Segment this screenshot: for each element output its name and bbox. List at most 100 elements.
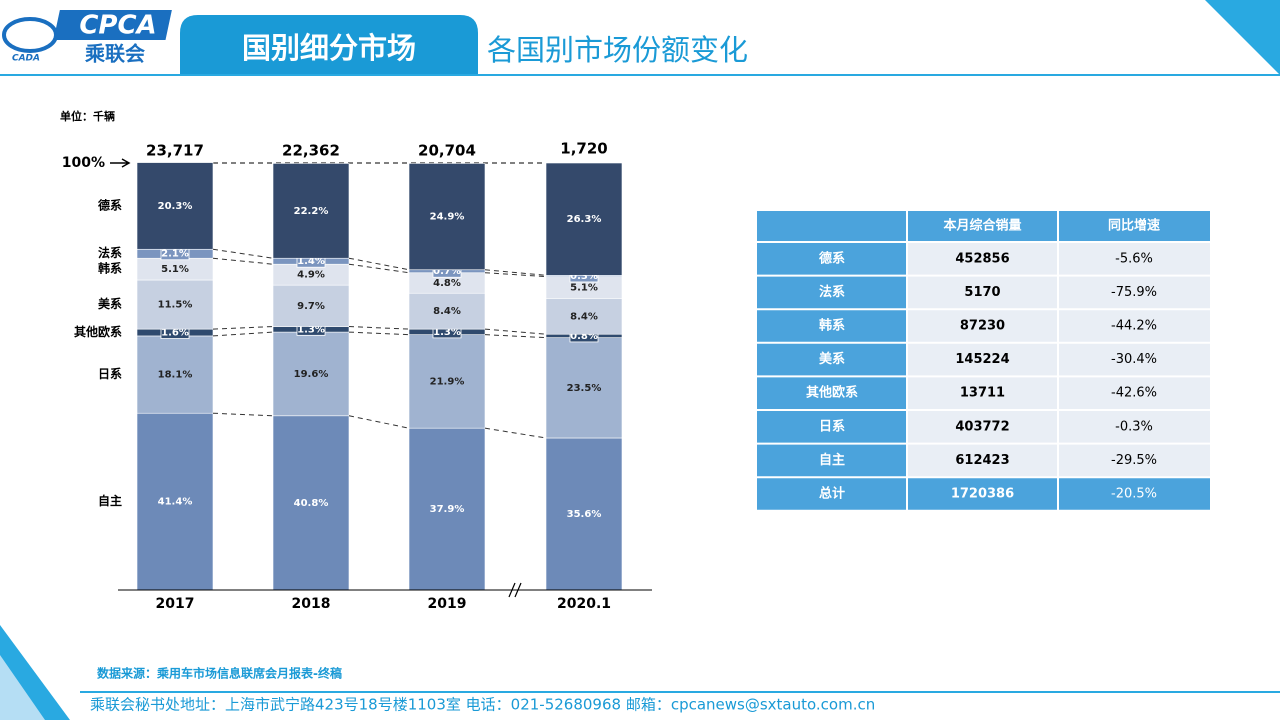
table-cell-text: 其他欧系: [806, 385, 858, 401]
table-cell: [1058, 309, 1210, 343]
connector: [212, 331, 274, 337]
value-label: 40.8%: [294, 498, 329, 509]
corner-decor: [1205, 0, 1280, 75]
value-label: 24.9%: [430, 212, 465, 223]
value-label: 26.3%: [567, 214, 602, 225]
bar-segment: [272, 163, 350, 259]
bar-segment: [272, 415, 350, 591]
table-cell: [1058, 342, 1210, 377]
bar-segment: [545, 437, 623, 591]
connector: [484, 328, 547, 335]
connector: [212, 326, 274, 330]
footer-rule: [80, 691, 1280, 693]
connector: [348, 263, 410, 274]
logo-small: CADA: [12, 54, 40, 64]
table-cell-text: 自主: [819, 452, 845, 468]
annotation-arrow: [110, 158, 131, 168]
bar-segment: [136, 279, 214, 330]
table-cell-text: 总计: [819, 486, 845, 502]
value-label: 18.1%: [158, 370, 193, 381]
bar-segment: [408, 427, 486, 591]
bar-segment: [408, 334, 486, 429]
table-cell: [757, 477, 907, 511]
table-cell-text: -0.3%: [1115, 419, 1153, 434]
logo-sub: 乘联会: [84, 42, 145, 66]
table-cell: [1058, 443, 1210, 478]
table-cell: [907, 342, 1058, 377]
bar-segment: [136, 335, 214, 414]
x-tick-label: 2017: [156, 596, 195, 612]
axis-break: [508, 582, 522, 598]
series-label: 自主: [98, 493, 122, 508]
bar-segment: [136, 412, 214, 591]
table-cell-text: 452856: [955, 251, 1009, 266]
table-cell: [1058, 275, 1210, 310]
table-cell-text: -75.9%: [1111, 285, 1157, 300]
table-cell-text: 美系: [819, 351, 845, 367]
value-label: 0.8%: [570, 331, 598, 342]
table-cell: [757, 376, 907, 410]
value-label: 11.5%: [158, 300, 193, 311]
value-label: 21.9%: [430, 376, 465, 387]
table-cell: [757, 443, 907, 478]
table-cell-text: -42.6%: [1111, 386, 1157, 401]
connector: [484, 334, 547, 339]
table-cell-text: 德系: [819, 250, 845, 266]
series-label: 德系: [98, 197, 122, 212]
connector: [348, 331, 410, 336]
bar-segment: [545, 337, 623, 439]
x-tick-label: 2019: [428, 596, 467, 612]
table-cell-text: -44.2%: [1111, 319, 1157, 334]
value-label: 1.3%: [433, 327, 461, 338]
table-cell: [907, 275, 1058, 310]
bar-segment: [545, 162, 623, 276]
value-label: 23.5%: [567, 383, 602, 394]
series-label: 美系: [98, 296, 122, 311]
table-cell: [757, 342, 907, 377]
chart: 单位：千辆 100% 41.4% 自主 40.8% 37.9% 35.6% 18.1% 日系 19…: [60, 109, 652, 612]
value-label: 0.7%: [433, 266, 461, 277]
value-label: 4.8%: [433, 278, 461, 289]
value-label: 22.2%: [294, 206, 329, 217]
table-cell: [1058, 242, 1210, 276]
series-label: 韩系: [98, 261, 122, 276]
table-cell: [907, 443, 1058, 478]
table-header-bg: [757, 210, 1210, 242]
table-header: 本月综合销量: [943, 218, 1021, 234]
table-cell-text: 1720386: [951, 487, 1014, 502]
source: 数据来源：乘用车市场信息联席会月报表-终稿: [97, 666, 342, 681]
table-cell-text: 87230: [960, 319, 1005, 334]
bar-segment: [545, 298, 623, 335]
page-title: 各国别市场份额变化: [487, 33, 748, 67]
value-label: 8.4%: [570, 311, 598, 322]
connector: [212, 412, 274, 417]
value-label: 35.6%: [567, 509, 602, 520]
x-tick-label: 2018: [292, 596, 331, 612]
bar-segment: [136, 162, 214, 250]
table-cell: [1058, 410, 1210, 444]
connector: [212, 257, 274, 265]
table-cell: [907, 242, 1058, 276]
table-cell-text: -5.6%: [1115, 251, 1153, 266]
table-cell-text: 韩系: [819, 318, 845, 334]
table-cell-text: 5170: [964, 285, 1000, 300]
value-label: 1.6%: [161, 328, 189, 339]
series-label: 法系: [98, 245, 122, 260]
value-label: 19.6%: [294, 369, 329, 380]
connector: [348, 257, 410, 271]
series-label: 其他欧系: [74, 324, 122, 339]
value-label: 4.9%: [297, 270, 325, 281]
logo-mark: [2, 17, 58, 53]
value-label: 20.3%: [158, 201, 193, 212]
bar-segment: [408, 292, 486, 330]
connector: [484, 427, 547, 439]
table-cell-text: -20.5%: [1111, 487, 1157, 502]
table-cell: [907, 376, 1058, 410]
bar-segment: [272, 331, 350, 417]
contact: 乘联会秘书处地址：上海市武宁路423号18号楼1103室 电话：021-5268…: [90, 696, 875, 714]
value-label: 2.1%: [161, 249, 189, 260]
value-label: 0.3%: [570, 271, 598, 282]
value-label: 41.4%: [158, 497, 193, 508]
value-label: 5.1%: [161, 264, 189, 275]
